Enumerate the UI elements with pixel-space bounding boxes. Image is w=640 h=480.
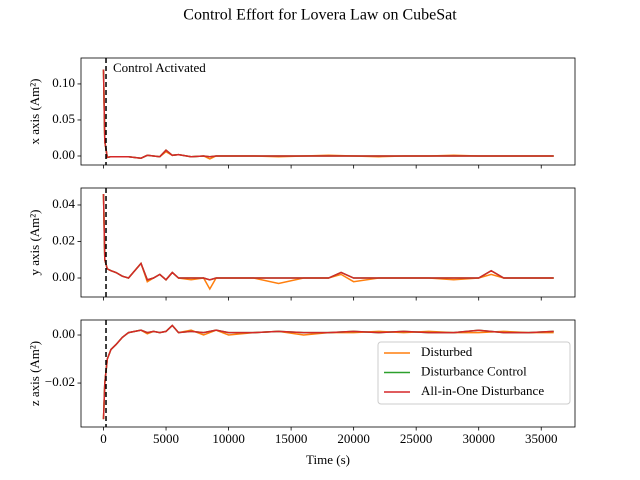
x-tick-label: 5000 [153,431,179,446]
y-tick-label: 0.00 [52,147,75,162]
y-axis-label: z axis (Am²) [27,341,42,406]
y-axis-label: y axis (Am²) [27,210,42,276]
y-tick-label: −0.02 [45,374,75,389]
y-tick-label: 0.00 [52,326,75,341]
y-tick-label: 0.04 [52,196,75,211]
series-line [102,69,554,160]
series-line [102,324,554,420]
x-axis-label: Time (s) [306,452,350,467]
series-line [102,69,554,159]
legend-box [377,341,571,405]
axes-frame [80,187,576,298]
y-tick-label: 0.10 [52,75,75,90]
x-tick-label: 20000 [337,431,370,446]
x-tick-label: 35000 [525,431,558,446]
series-line [102,193,554,281]
axes-frame [80,319,576,428]
y-tick-label: 0.02 [52,232,75,247]
axes-frame [80,57,576,166]
annotation: Control Activated [113,60,206,75]
legend-label: Disturbance Control [421,363,527,378]
x-tick-label: 0 [100,431,107,446]
series-line [102,193,554,281]
y-tick-label: 0.00 [52,269,75,284]
legend-label: Disturbed [421,344,473,359]
x-tick-label: 30000 [462,431,495,446]
x-tick-label: 25000 [400,431,433,446]
series-line [102,69,554,159]
legend-label: All-in-One Disturbance [421,383,544,398]
y-tick-label: 0.05 [52,111,75,126]
x-tick-label: 15000 [275,431,308,446]
figure-title: Control Effort for Lovera Law on CubeSat [183,7,457,24]
y-axis-label: x axis (Am²) [27,79,42,145]
x-tick-label: 10000 [212,431,245,446]
